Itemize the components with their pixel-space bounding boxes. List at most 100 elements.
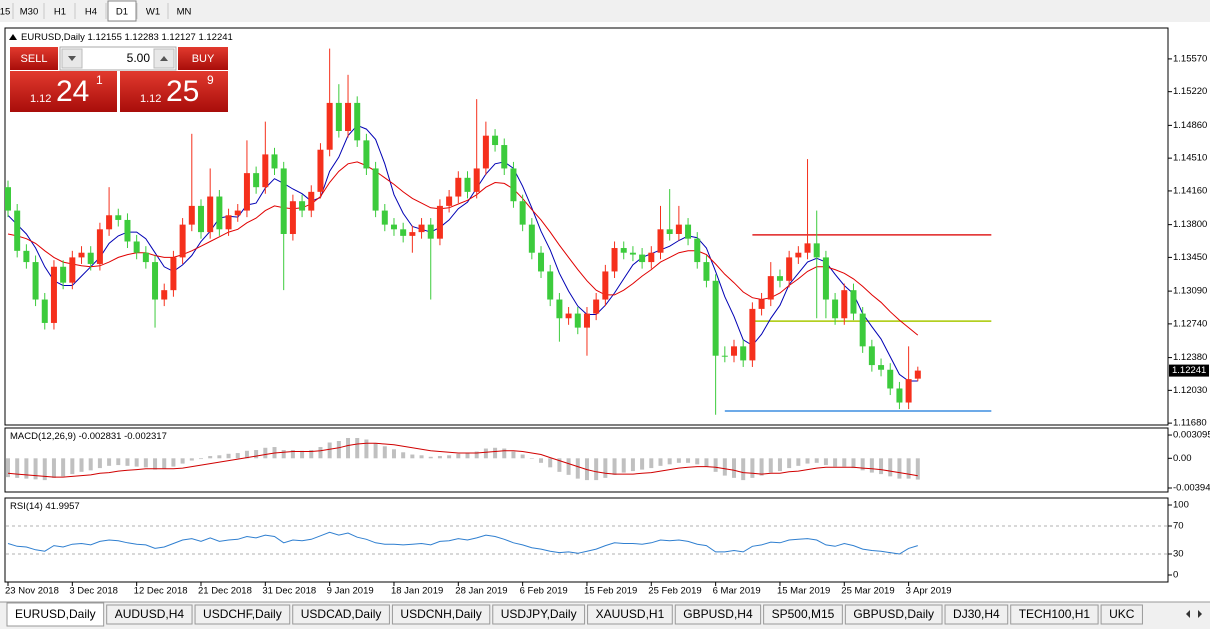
x-tick-label: 15 Mar 2019 [777,586,830,597]
macd-bar [842,458,847,467]
timeframe-button[interactable]: H1 [54,7,66,18]
timeframe-button[interactable]: 15 [0,7,10,18]
macd-title: MACD(12,26,9) [10,431,76,442]
tab[interactable] [763,604,843,625]
macd-bar [566,458,571,475]
tab[interactable] [844,604,943,625]
candle-body [639,254,646,263]
macd-bar [851,458,856,469]
tab-label: GBPUSD,Daily [853,607,934,621]
macd-bar [254,450,259,459]
bid-box[interactable] [10,71,117,112]
macd-bar [676,458,681,463]
timeframe-button[interactable]: W1 [146,7,160,18]
candle-body [492,135,499,146]
macd-bar [419,455,424,459]
macd-tick-label: -0.003947 [1173,483,1210,494]
macd-bar [823,458,828,466]
sell-button[interactable] [10,47,58,70]
tab-label: EURUSD,Daily [15,607,96,621]
lot-input[interactable] [59,46,177,71]
candle-body [124,219,131,242]
macd-bar [796,458,801,466]
tab-scroll[interactable] [1178,604,1208,624]
candle-body [23,250,30,263]
candle-body [528,224,535,253]
timeframe-button[interactable]: MN [177,7,192,18]
x-tick-label: 18 Jan 2019 [391,586,443,597]
macd-bar [456,453,461,459]
tab-right[interactable] [1198,610,1202,618]
tab[interactable] [944,604,1009,625]
macd-bar [171,458,176,467]
macd-bar [814,458,819,463]
plot: 1.15570 1.15220 1.14860 1.14510 1.14160 1.138… [5,48,1210,597]
candle-body [685,224,692,239]
x-tick-label: 28 Jan 2019 [455,586,507,597]
macd-bar [116,458,121,466]
macd-bar [493,447,498,459]
ask-box[interactable] [120,71,228,112]
candle-body [896,388,903,403]
candle-body [335,102,342,131]
timeframe-button[interactable]: H4 [85,7,97,18]
macd-bar [15,458,20,478]
tab-label: TECH100,H1 [1019,607,1091,621]
macd-bar [502,448,507,459]
tabs: EURUSD,Daily AUDUSD,H4 USDCHF,Daily USDCAD,… [6,602,1143,627]
lot-value: 5.00 [127,51,151,65]
buy-button[interactable] [178,47,228,70]
tab[interactable] [1100,604,1143,625]
tab[interactable] [492,604,586,625]
candle-body [749,308,756,361]
tab[interactable] [194,604,291,625]
macd-bar [382,446,387,459]
candle-body [841,290,848,319]
macd-bar [695,458,700,465]
symbol: EURUSD,Daily [21,32,85,43]
macd-bar [24,458,29,479]
rsi-title: RSI(14) [10,501,43,512]
candle-body [271,154,278,169]
tab-label: USDJPY,Daily [501,607,577,621]
trade-panel: SELL 5.00 BUY 1.12 24 1 1.12 25 9 [10,46,228,112]
macd-header: MACD(12,26,9) -0.002831 -0.002317 [10,431,167,442]
tab[interactable] [391,604,491,625]
macd-bar [722,458,727,476]
tab-left[interactable] [1186,610,1190,618]
candle-body [574,313,581,328]
macd-bar [777,458,782,472]
timeframe-button[interactable]: M30 [20,7,38,18]
macd-bar [327,442,332,459]
tab[interactable] [674,604,762,625]
candle-body [326,102,333,150]
high: 1.12283 [125,32,159,43]
y-tick-label: 1.13090 [1173,286,1207,297]
candle-body [859,313,866,347]
tab[interactable] [6,602,105,627]
tab[interactable] [1010,604,1099,625]
macd-tick-label: 0.003095 [1173,430,1210,441]
candle-body [299,201,306,211]
macd-bar [346,438,351,459]
candle-body [593,299,600,314]
tab[interactable] [587,604,673,625]
candle-body [547,271,554,300]
tab[interactable] [292,604,390,625]
macd-bar [658,458,663,466]
candle-body [381,210,388,225]
tab[interactable] [106,604,193,625]
macd-bar [410,454,415,459]
y-tick-label: 1.12380 [1173,352,1207,363]
macd-bar [6,458,10,478]
macd-bar [263,447,268,459]
x-tick-label: 15 Feb 2019 [584,586,637,597]
candle-body [565,313,572,319]
candle-body [188,205,195,225]
bid-pips: 24 [56,75,89,108]
macd-bar [548,458,553,468]
timeframe-button[interactable]: D1 [116,7,128,18]
macd-bar [860,458,865,471]
candle-body [50,266,57,323]
candle-body [887,369,894,389]
